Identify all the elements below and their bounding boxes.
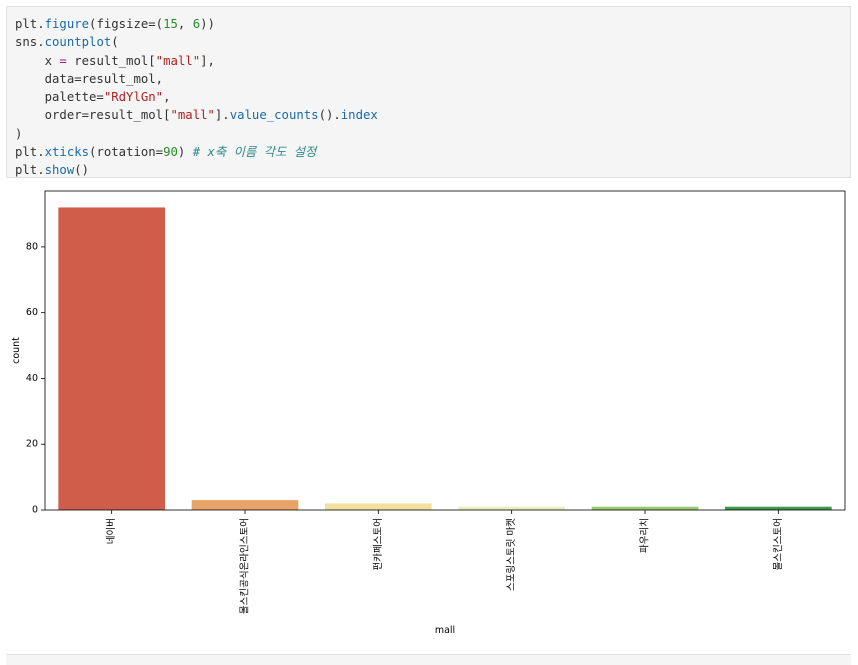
bar [58,207,166,510]
code-token: xticks [44,145,90,160]
x-tick-label: 펀카페스토어 [373,518,384,570]
code-token: ( [111,35,119,50]
code-token: , [177,17,193,31]
code-token: 15 [163,17,178,31]
next-code-cell[interactable] [6,654,851,665]
code-line: plt.xticks(rotation=90) # x축 이름 각도 설정 [15,143,850,161]
output-area: 네이버 몰스킨공식온라인스토어 펀카페스토어 스포링스토릿 마켓 파우리치 몰스킨스토어 0… [0,182,858,652]
code-token: plt. [15,163,45,178]
code-token: figure [44,17,90,31]
y-tick-label: 60 [26,307,38,318]
code-token: (figsize=( [89,17,164,31]
code-line: ) [15,125,850,143]
code-token: "RdYlGn" [103,90,164,105]
code-token: () [74,163,90,178]
code-token: (rotation= [89,145,164,160]
code-token: sns. [15,35,45,50]
x-axis-label: mall [435,625,455,636]
code-token: 90 [163,145,178,160]
bar [191,500,299,510]
code-token: )) [200,17,215,31]
code-token: plt. [15,145,45,160]
code-line: sns.countplot( [15,33,850,51]
x-tick-label: 몰스킨스토어 [773,518,784,570]
code-token: "mall" [155,53,201,68]
bar [458,506,565,510]
x-tick-label: 파우리치 [639,518,651,553]
code-token: result_mol[ [66,53,156,68]
y-tick-label: 0 [32,505,38,516]
x-tick-label: 스포링스토릿 마켓 [505,518,517,591]
x-tick-label: 네이버 [106,518,117,544]
y-tick-label: 20 [26,439,38,450]
code-line: x = result_mol["mall"], [15,52,850,70]
code-token: index [340,108,378,123]
bar [725,506,832,510]
code-line: plt.show() [15,161,850,179]
code-token: plt. [15,17,45,31]
code-token: = [59,53,67,68]
code-token: , [163,90,171,105]
code-token: ) [15,126,23,141]
countplot-chart: 네이버 몰스킨공식온라인스토어 펀카페스토어 스포링스토릿 마켓 파우리치 몰스킨스토어 0… [11,190,846,636]
code-line: plt.figure(figsize=(15, 6)) [15,15,850,33]
code-line: palette="RdYlGn", [15,88,850,106]
code-editor[interactable]: plt.figure(figsize=(15, 6)) sns.countplot… [7,7,850,180]
code-token: data=result_mol, [15,71,164,86]
code-token: palette= [15,90,104,105]
code-token: 6 [192,17,201,31]
code-token: order=result_mol[ [15,108,171,123]
code-token: x [15,53,60,68]
bar [591,506,699,510]
y-tick-label: 40 [26,373,38,384]
code-line: data=result_mol, [15,70,850,88]
code-token: # x축 이름 각도 설정 [192,145,317,160]
code-token: ]. [214,108,230,123]
x-tick-label: 몰스킨공식온라인스토어 [240,518,251,614]
code-token: "mall" [170,108,215,123]
code-token: ], [200,53,215,68]
code-token: show [44,163,75,178]
code-token: value_counts [229,108,319,123]
plot-frame [44,190,846,511]
y-axis-label: count [11,337,22,364]
y-tick-label: 80 [26,241,38,252]
code-token: (). [318,108,341,123]
code-line: order=result_mol["mall"].value_counts().… [15,106,850,124]
code-token: countplot [44,35,112,50]
code-token: ) [177,145,193,160]
code-cell[interactable]: plt.figure(figsize=(15, 6)) sns.countplot… [6,6,851,178]
bar [325,503,432,510]
